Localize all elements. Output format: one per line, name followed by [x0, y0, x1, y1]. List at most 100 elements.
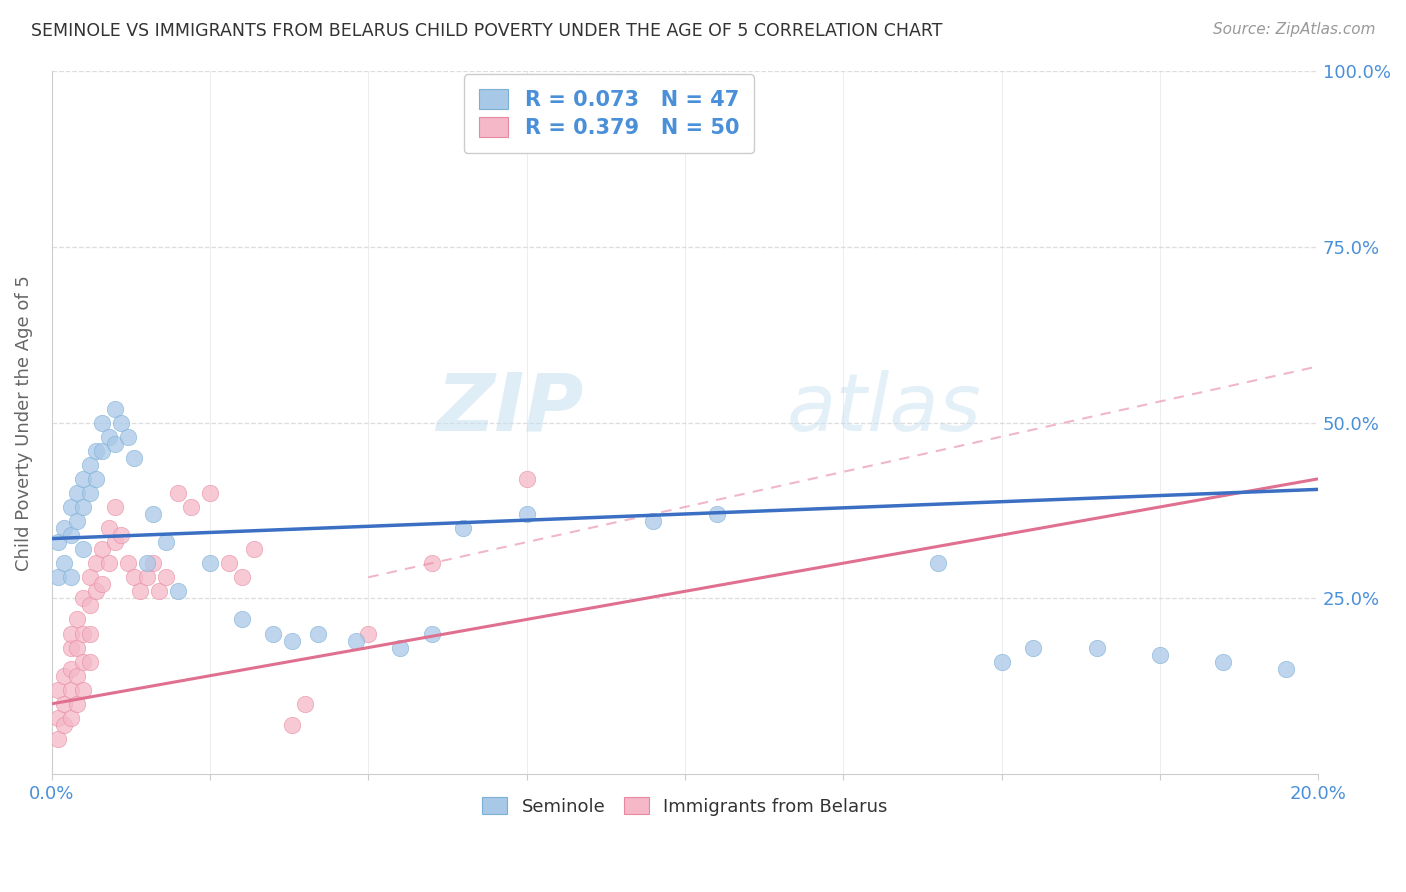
Point [262, 626, 284, 640]
Point [104, 436, 127, 450]
Point [231, 612, 253, 626]
Point [66, 514, 89, 528]
Point [110, 416, 132, 430]
Point [91, 443, 114, 458]
Point [122, 450, 145, 465]
Point [84, 584, 107, 599]
Point [243, 542, 266, 557]
Point [104, 401, 127, 416]
Point [990, 655, 1012, 669]
Point [53, 521, 76, 535]
Point [1022, 640, 1045, 655]
Point [59, 500, 82, 514]
Point [129, 584, 152, 599]
Point [79, 599, 101, 613]
Point [198, 486, 221, 500]
Point [91, 416, 114, 430]
Point [46, 711, 69, 725]
Point [344, 633, 367, 648]
Point [66, 697, 89, 711]
Point [72, 542, 94, 557]
Point [84, 556, 107, 570]
Text: SEMINOLE VS IMMIGRANTS FROM BELARUS CHILD POVERTY UNDER THE AGE OF 5 CORRELATION: SEMINOLE VS IMMIGRANTS FROM BELARUS CHIL… [31, 22, 942, 40]
Point [72, 591, 94, 606]
Point [135, 556, 157, 570]
Point [135, 570, 157, 584]
Point [155, 570, 177, 584]
Point [117, 556, 139, 570]
Point [643, 514, 665, 528]
Point [53, 697, 76, 711]
Point [1212, 655, 1234, 669]
Point [72, 472, 94, 486]
Point [97, 430, 120, 444]
Point [117, 430, 139, 444]
Point [59, 662, 82, 676]
Point [79, 626, 101, 640]
Point [420, 626, 443, 640]
Point [72, 655, 94, 669]
Point [79, 458, 101, 472]
Point [97, 556, 120, 570]
Point [122, 570, 145, 584]
Point [281, 718, 304, 732]
Point [180, 500, 202, 514]
Point [46, 731, 69, 746]
Text: atlas: atlas [786, 369, 981, 448]
Point [59, 528, 82, 542]
Point [218, 556, 240, 570]
Point [66, 486, 89, 500]
Point [91, 577, 114, 591]
Point [66, 612, 89, 626]
Point [1085, 640, 1108, 655]
Point [110, 528, 132, 542]
Point [72, 626, 94, 640]
Point [53, 718, 76, 732]
Point [59, 626, 82, 640]
Point [198, 556, 221, 570]
Point [84, 443, 107, 458]
Point [281, 633, 304, 648]
Point [142, 507, 165, 521]
Point [706, 507, 728, 521]
Point [231, 570, 253, 584]
Point [53, 669, 76, 683]
Point [453, 521, 475, 535]
Point [84, 472, 107, 486]
Point [79, 570, 101, 584]
Point [927, 556, 949, 570]
Point [59, 570, 82, 584]
Point [79, 486, 101, 500]
Point [307, 626, 329, 640]
Point [1275, 662, 1298, 676]
Y-axis label: Child Poverty Under the Age of 5: Child Poverty Under the Age of 5 [15, 275, 32, 571]
Point [72, 500, 94, 514]
Point [79, 655, 101, 669]
Point [167, 486, 190, 500]
Legend: Seminole, Immigrants from Belarus: Seminole, Immigrants from Belarus [472, 788, 897, 825]
Text: ZIP: ZIP [436, 369, 583, 448]
Point [388, 640, 411, 655]
Point [46, 570, 69, 584]
Point [516, 472, 538, 486]
Point [59, 682, 82, 697]
Point [104, 500, 127, 514]
Point [59, 711, 82, 725]
Point [97, 521, 120, 535]
Point [1149, 648, 1171, 662]
Point [148, 584, 170, 599]
Point [516, 507, 538, 521]
Point [46, 682, 69, 697]
Point [66, 640, 89, 655]
Point [357, 626, 380, 640]
Point [91, 542, 114, 557]
Text: Source: ZipAtlas.com: Source: ZipAtlas.com [1212, 22, 1375, 37]
Point [53, 556, 76, 570]
Point [59, 640, 82, 655]
Point [66, 669, 89, 683]
Point [155, 535, 177, 549]
Point [420, 556, 443, 570]
Point [294, 697, 316, 711]
Point [72, 682, 94, 697]
Point [46, 535, 69, 549]
